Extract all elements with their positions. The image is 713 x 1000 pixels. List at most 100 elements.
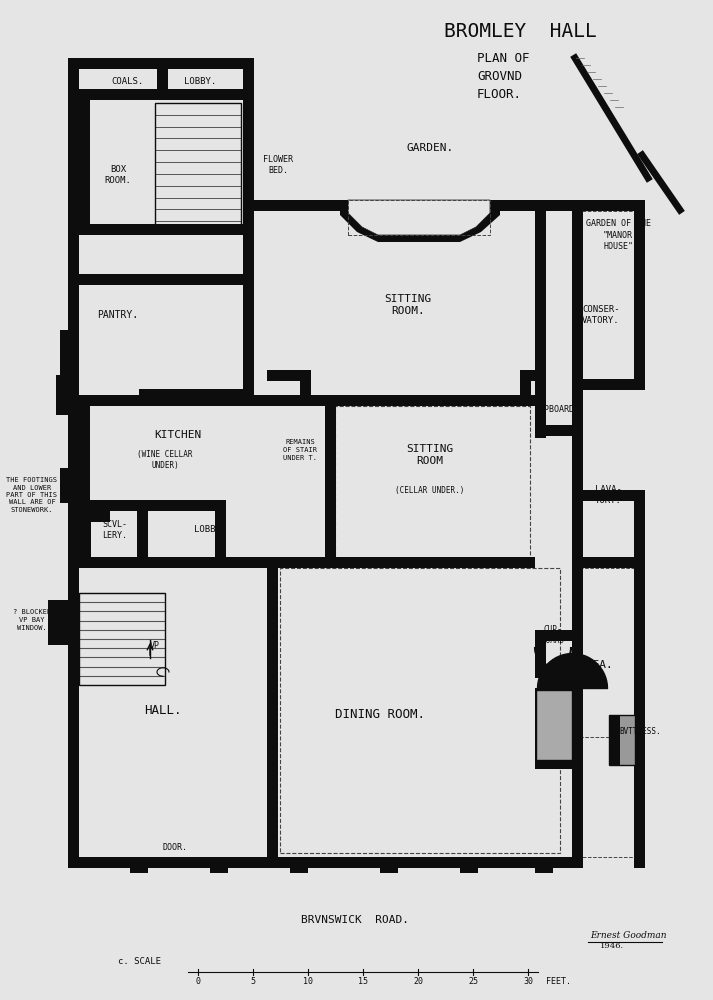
- Text: 1946.: 1946.: [600, 942, 624, 950]
- Bar: [215, 500, 226, 568]
- Text: CONSER-
VATORY.: CONSER- VATORY.: [583, 305, 620, 325]
- Polygon shape: [340, 200, 500, 242]
- Text: 5: 5: [250, 978, 255, 986]
- Bar: [290, 857, 308, 873]
- Text: REMAINS
OF STAIR
UNDER T.: REMAINS OF STAIR UNDER T.: [283, 440, 317, 460]
- Text: LOBBY.: LOBBY.: [184, 78, 216, 87]
- Bar: [267, 370, 311, 381]
- Text: COALS.: COALS.: [111, 78, 143, 87]
- Bar: [380, 857, 398, 873]
- Bar: [572, 557, 645, 568]
- Text: BRVNSWICK  ROAD.: BRVNSWICK ROAD.: [301, 915, 409, 925]
- Text: BROMLEY  HALL: BROMLEY HALL: [443, 22, 596, 41]
- Text: 15: 15: [358, 978, 368, 986]
- Text: KITCHEN: KITCHEN: [155, 430, 202, 440]
- Text: 0: 0: [195, 978, 200, 986]
- Bar: [79, 500, 215, 511]
- Text: HALL.: HALL.: [144, 704, 182, 716]
- Text: GARDEN OF THE
"MANOR
HOUSE": GARDEN OF THE "MANOR HOUSE": [585, 219, 650, 251]
- Text: SINK: SINK: [78, 510, 97, 520]
- Text: AREA.: AREA.: [580, 660, 614, 670]
- Bar: [634, 490, 645, 568]
- Text: GARDEN.: GARDEN.: [406, 143, 453, 153]
- Bar: [79, 100, 90, 235]
- Bar: [60, 468, 79, 503]
- Bar: [80, 500, 91, 568]
- Bar: [535, 630, 572, 641]
- Bar: [79, 389, 139, 400]
- Text: SCVL-
LERY.: SCVL- LERY.: [103, 520, 128, 540]
- Text: THE FOOTINGS
AND LOWER
PART OF THIS
WALL ARE OF
STONEWORK.: THE FOOTINGS AND LOWER PART OF THIS WALL…: [6, 477, 58, 513]
- Bar: [535, 630, 546, 678]
- Bar: [535, 211, 546, 395]
- Bar: [634, 200, 645, 390]
- Bar: [535, 388, 546, 438]
- Bar: [325, 395, 336, 568]
- Bar: [520, 370, 531, 400]
- Bar: [572, 200, 645, 211]
- Bar: [267, 557, 278, 868]
- Bar: [68, 857, 583, 868]
- Bar: [79, 89, 243, 100]
- Bar: [48, 600, 68, 645]
- Text: FLOWER
BED.: FLOWER BED.: [263, 155, 293, 175]
- Bar: [609, 715, 620, 765]
- Bar: [243, 58, 254, 400]
- Bar: [79, 395, 535, 406]
- Bar: [572, 568, 634, 857]
- Bar: [243, 211, 254, 395]
- Text: DINING ROOM.: DINING ROOM.: [335, 708, 425, 722]
- Text: SITTING
ROOM.: SITTING ROOM.: [384, 294, 431, 316]
- Bar: [157, 69, 168, 89]
- Text: LOBBY.: LOBBY.: [194, 526, 226, 534]
- Bar: [572, 200, 583, 868]
- Bar: [60, 330, 79, 380]
- Text: 25: 25: [468, 978, 478, 986]
- Text: CUPBOARD.: CUPBOARD.: [535, 406, 580, 414]
- Bar: [68, 58, 79, 400]
- Bar: [300, 370, 311, 400]
- Bar: [535, 667, 572, 678]
- Text: c. SCALE: c. SCALE: [118, 958, 162, 966]
- Bar: [68, 389, 254, 400]
- Text: ? BLOCKED
VP BAY
WINDOW.: ? BLOCKED VP BAY WINDOW.: [13, 609, 51, 631]
- Bar: [335, 406, 530, 566]
- Bar: [56, 375, 79, 415]
- Text: BVTTRESS.: BVTTRESS.: [619, 728, 661, 736]
- Text: DOOR.: DOOR.: [163, 842, 188, 852]
- Bar: [243, 200, 583, 211]
- Bar: [535, 688, 572, 699]
- Bar: [79, 395, 90, 568]
- Text: PANTRY.: PANTRY.: [98, 310, 138, 320]
- Text: LAVA-
TORY.: LAVA- TORY.: [595, 485, 622, 505]
- Bar: [348, 200, 490, 235]
- Bar: [520, 370, 535, 381]
- Bar: [210, 857, 228, 873]
- Bar: [535, 425, 572, 436]
- Text: FEET.: FEET.: [546, 978, 571, 986]
- Text: CUP-
BOARD: CUP- BOARD: [541, 625, 565, 645]
- Bar: [535, 688, 546, 758]
- Bar: [572, 379, 645, 390]
- Bar: [79, 557, 397, 568]
- Bar: [68, 58, 254, 69]
- Bar: [535, 758, 572, 769]
- Text: PLAN OF
GROVND
FLOOR.: PLAN OF GROVND FLOOR.: [477, 52, 530, 101]
- Text: 20: 20: [413, 978, 423, 986]
- Text: (WINE CELLAR
UNDER): (WINE CELLAR UNDER): [137, 450, 193, 470]
- Text: 10: 10: [303, 978, 313, 986]
- Bar: [634, 557, 645, 868]
- Bar: [80, 500, 148, 511]
- Text: (CELLAR UNDER.): (CELLAR UNDER.): [395, 486, 465, 494]
- Bar: [535, 857, 553, 873]
- Text: SITTING
ROOM: SITTING ROOM: [406, 444, 453, 466]
- Bar: [155, 103, 241, 233]
- Bar: [79, 224, 243, 235]
- Polygon shape: [348, 200, 490, 235]
- Bar: [572, 211, 634, 379]
- Bar: [130, 857, 148, 873]
- Bar: [280, 568, 560, 853]
- Bar: [79, 274, 243, 285]
- Bar: [80, 500, 110, 522]
- Bar: [572, 490, 645, 501]
